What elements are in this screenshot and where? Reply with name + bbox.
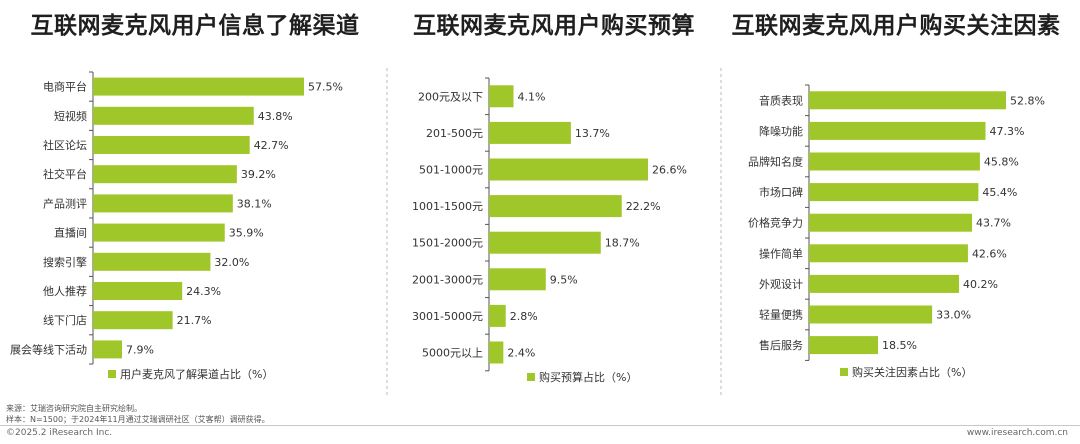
channels-value-label: 43.8% — [258, 110, 293, 123]
factors-value-label: 52.8% — [1010, 94, 1045, 107]
sample-note: 样本：N=1500；于2024年11月通过艾瑞调研社区（艾客帮）调研获得。 — [6, 415, 270, 424]
factors-category-label: 品牌知名度 — [748, 155, 803, 169]
factors-bar — [809, 305, 933, 324]
channels-value-label: 35.9% — [229, 227, 264, 240]
chart-title-factors: 互联网麦克风用户购买关注因素 — [731, 13, 1061, 39]
factors-legend-swatch — [840, 368, 848, 376]
factors-value-label: 40.2% — [963, 278, 998, 291]
budget-category-label: 201-500元 — [426, 127, 483, 140]
channels-bar — [93, 311, 173, 330]
source-note: 来源：艾瑞咨询研究院自主研究绘制。 — [6, 404, 142, 413]
channels-bar — [93, 282, 183, 300]
factors-bar — [809, 121, 986, 140]
channels-bar — [93, 77, 304, 96]
factors-category-label: 市场口碑 — [759, 185, 803, 199]
budget-legend-label: 购买预算占比（%） — [539, 370, 637, 384]
website-text: www.iresearch.com.cn — [966, 428, 1068, 438]
factors-bar — [809, 213, 973, 232]
channels-bar — [93, 223, 225, 242]
channels-bar — [93, 136, 250, 154]
channels-category-label: 社区论坛 — [43, 138, 87, 152]
factors-bar — [809, 152, 980, 171]
budget-bar — [489, 121, 571, 144]
factors-value-label: 45.8% — [984, 156, 1019, 169]
budget-bar — [489, 304, 506, 327]
channels-value-label: 7.9% — [126, 343, 154, 356]
budget-value-label: 18.7% — [605, 237, 640, 250]
factors-bar — [809, 274, 959, 293]
factors-legend-label: 购买关注因素占比（%） — [852, 365, 972, 379]
channels-value-label: 21.7% — [177, 314, 212, 327]
factors-value-label: 18.5% — [882, 339, 917, 352]
chart-title-channels: 互联网麦克风用户信息了解渠道 — [30, 13, 360, 39]
channels-value-label: 57.5% — [308, 81, 343, 94]
budget-value-label: 13.7% — [575, 127, 610, 140]
channels-category-label: 短视频 — [54, 109, 87, 123]
channels-category-label: 他人推荐 — [43, 284, 87, 298]
budget-bar — [489, 158, 648, 181]
factors-value-label: 47.3% — [989, 125, 1024, 138]
channels-category-label: 搜索引擎 — [43, 255, 87, 269]
budget-bar — [489, 231, 601, 254]
channels-value-label: 38.1% — [237, 197, 272, 210]
factors-category-label: 价格竞争力 — [748, 216, 803, 230]
channels-bar — [93, 106, 254, 125]
channels-category-label: 社交平台 — [43, 167, 87, 181]
channels-value-label: 24.3% — [186, 285, 221, 298]
factors-bar — [809, 244, 968, 263]
channels-value-label: 42.7% — [254, 139, 289, 152]
budget-category-label: 5000元以上 — [422, 347, 483, 360]
channels-bar — [93, 340, 122, 359]
channels-category-label: 线下门店 — [43, 313, 87, 327]
factors-category-label: 外观设计 — [759, 278, 803, 291]
channels-category-label: 直播间 — [54, 226, 87, 240]
budget-category-label: 501-1000元 — [419, 164, 483, 177]
channels-bar — [93, 194, 233, 213]
copyright-text: ©2025.2 iResearch Inc. — [6, 428, 113, 438]
channels-category-label: 展会等线下活动 — [10, 342, 87, 356]
budget-category-label: 1001-1500元 — [412, 200, 483, 213]
factors-value-label: 45.4% — [982, 186, 1017, 199]
factors-bar — [809, 336, 879, 355]
factors-bar — [809, 183, 979, 202]
budget-bar — [489, 85, 514, 108]
budget-bar — [489, 195, 622, 218]
budget-value-label: 9.5% — [550, 273, 578, 286]
channels-category-label: 产品测评 — [43, 196, 87, 210]
budget-category-label: 200元及以下 — [418, 90, 483, 103]
factors-value-label: 33.0% — [936, 309, 971, 322]
chart-title-budget: 互联网麦克风用户购买预算 — [413, 13, 695, 39]
factors-bar — [809, 91, 1006, 110]
channels-bar — [93, 165, 237, 184]
channels-bar — [93, 252, 211, 271]
channels-category-label: 电商平台 — [43, 80, 87, 94]
channels-legend-swatch — [108, 370, 116, 378]
budget-legend-swatch — [527, 373, 535, 381]
channels-value-label: 32.0% — [214, 256, 249, 269]
budget-bar — [489, 341, 504, 364]
budget-category-label: 2001-3000元 — [412, 273, 483, 286]
factors-value-label: 43.7% — [976, 217, 1011, 230]
budget-value-label: 2.4% — [507, 347, 535, 360]
budget-bar — [489, 268, 546, 291]
charts-area: 电商平台 57.5% 短视频 43.8% 社区论坛 42.7% 社交平台 39.2% 产品测评 3… — [10, 68, 1045, 395]
channels-legend-label: 用户麦克风了解渠道占比（%） — [120, 367, 273, 381]
factors-value-label: 42.6% — [972, 247, 1007, 260]
footer-divider — [0, 425, 1080, 426]
budget-value-label: 2.8% — [510, 310, 538, 323]
factors-category-label: 售后服务 — [759, 338, 803, 352]
factors-category-label: 降噪功能 — [759, 124, 803, 138]
budget-value-label: 22.2% — [626, 200, 661, 213]
factors-category-label: 音质表现 — [759, 93, 803, 107]
budget-value-label: 26.6% — [652, 164, 687, 177]
budget-category-label: 3001-5000元 — [412, 310, 483, 323]
factors-category-label: 轻量便携 — [759, 308, 803, 322]
budget-value-label: 4.1% — [518, 90, 546, 103]
budget-category-label: 1501-2000元 — [412, 237, 483, 250]
channels-value-label: 39.2% — [241, 168, 276, 181]
factors-category-label: 操作简单 — [759, 246, 803, 260]
